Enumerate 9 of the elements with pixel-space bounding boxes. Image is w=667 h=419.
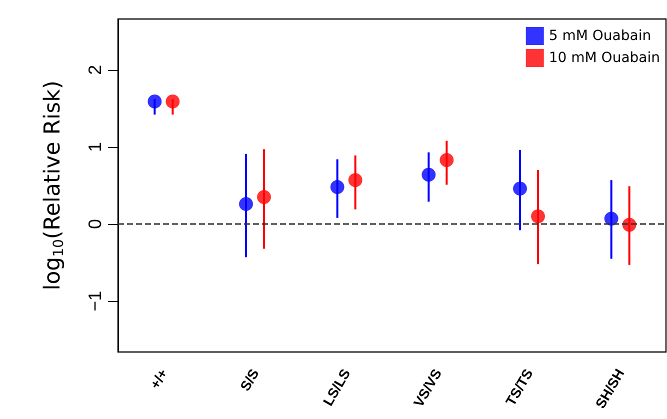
y-tick-label: 1	[85, 142, 105, 152]
y-tick-label: −1	[85, 290, 105, 312]
x-tick-label: S/S	[236, 366, 262, 394]
legend-label: 5 mM Ouabain	[548, 28, 652, 44]
y-tick-label: 0	[85, 219, 105, 230]
legend-label: 10 mM Ouabain	[548, 50, 660, 66]
x-tick-label: +/+	[146, 366, 171, 392]
y-axis-title: log10(Relative Risk)	[40, 80, 67, 290]
y-tick-label: 2	[85, 64, 105, 75]
